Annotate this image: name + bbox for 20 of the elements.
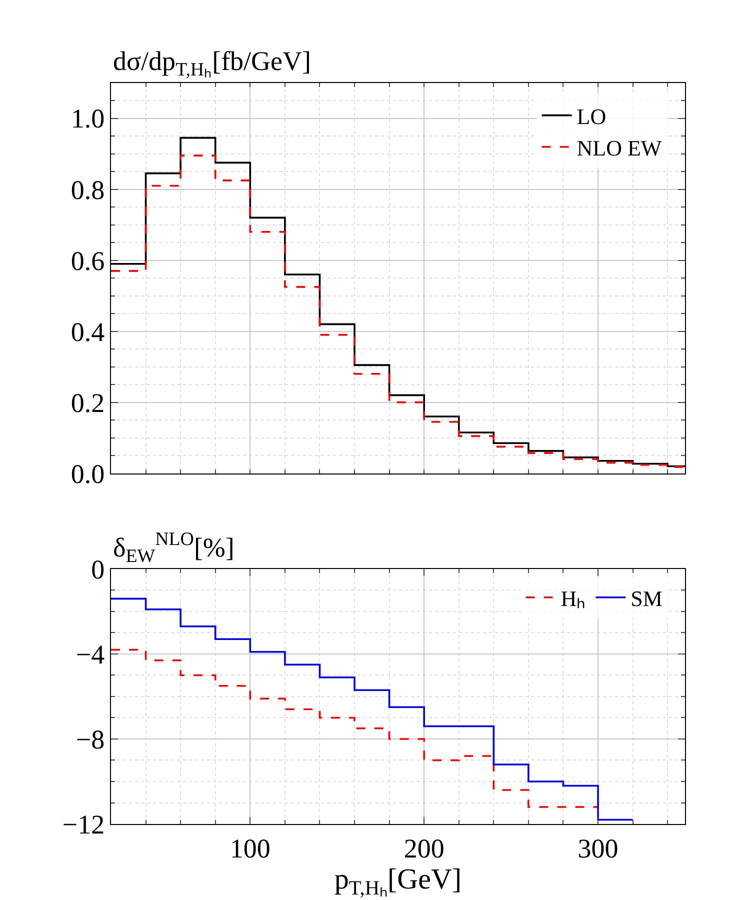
y-tick-label: −12	[62, 809, 105, 840]
y-tick-label: 0	[91, 554, 105, 584]
y-tick-label: 1.0	[70, 104, 105, 134]
legend-label: NLO EW	[576, 135, 662, 160]
y-tick-label: 0.8	[70, 174, 105, 205]
y-axis-title: δ$_{EW}$$^{NLO}$[%]	[113, 529, 234, 568]
legend-label: LO	[576, 104, 606, 129]
y-tick-label: −8	[76, 724, 105, 754]
x-tick-label: 200	[404, 833, 444, 864]
y-tick-label: 0.2	[70, 388, 105, 418]
legend-label: SM	[630, 586, 662, 611]
x-tick-label: 300	[578, 833, 618, 864]
legend-label: Hₕ	[560, 586, 586, 611]
y-tick-label: 0.4	[70, 316, 106, 347]
x-axis-title: p$_{T,Hₕ}$[GeV]	[334, 863, 462, 900]
y-tick-label: 0.0	[70, 458, 105, 489]
y-tick-label: 0.6	[70, 246, 105, 276]
x-tick-label: 100	[230, 833, 270, 864]
y-axis-title: dσ/dp$_{T,Hₕ}$[fb/GeV]	[113, 46, 312, 81]
y-tick-label: −4	[76, 639, 106, 670]
